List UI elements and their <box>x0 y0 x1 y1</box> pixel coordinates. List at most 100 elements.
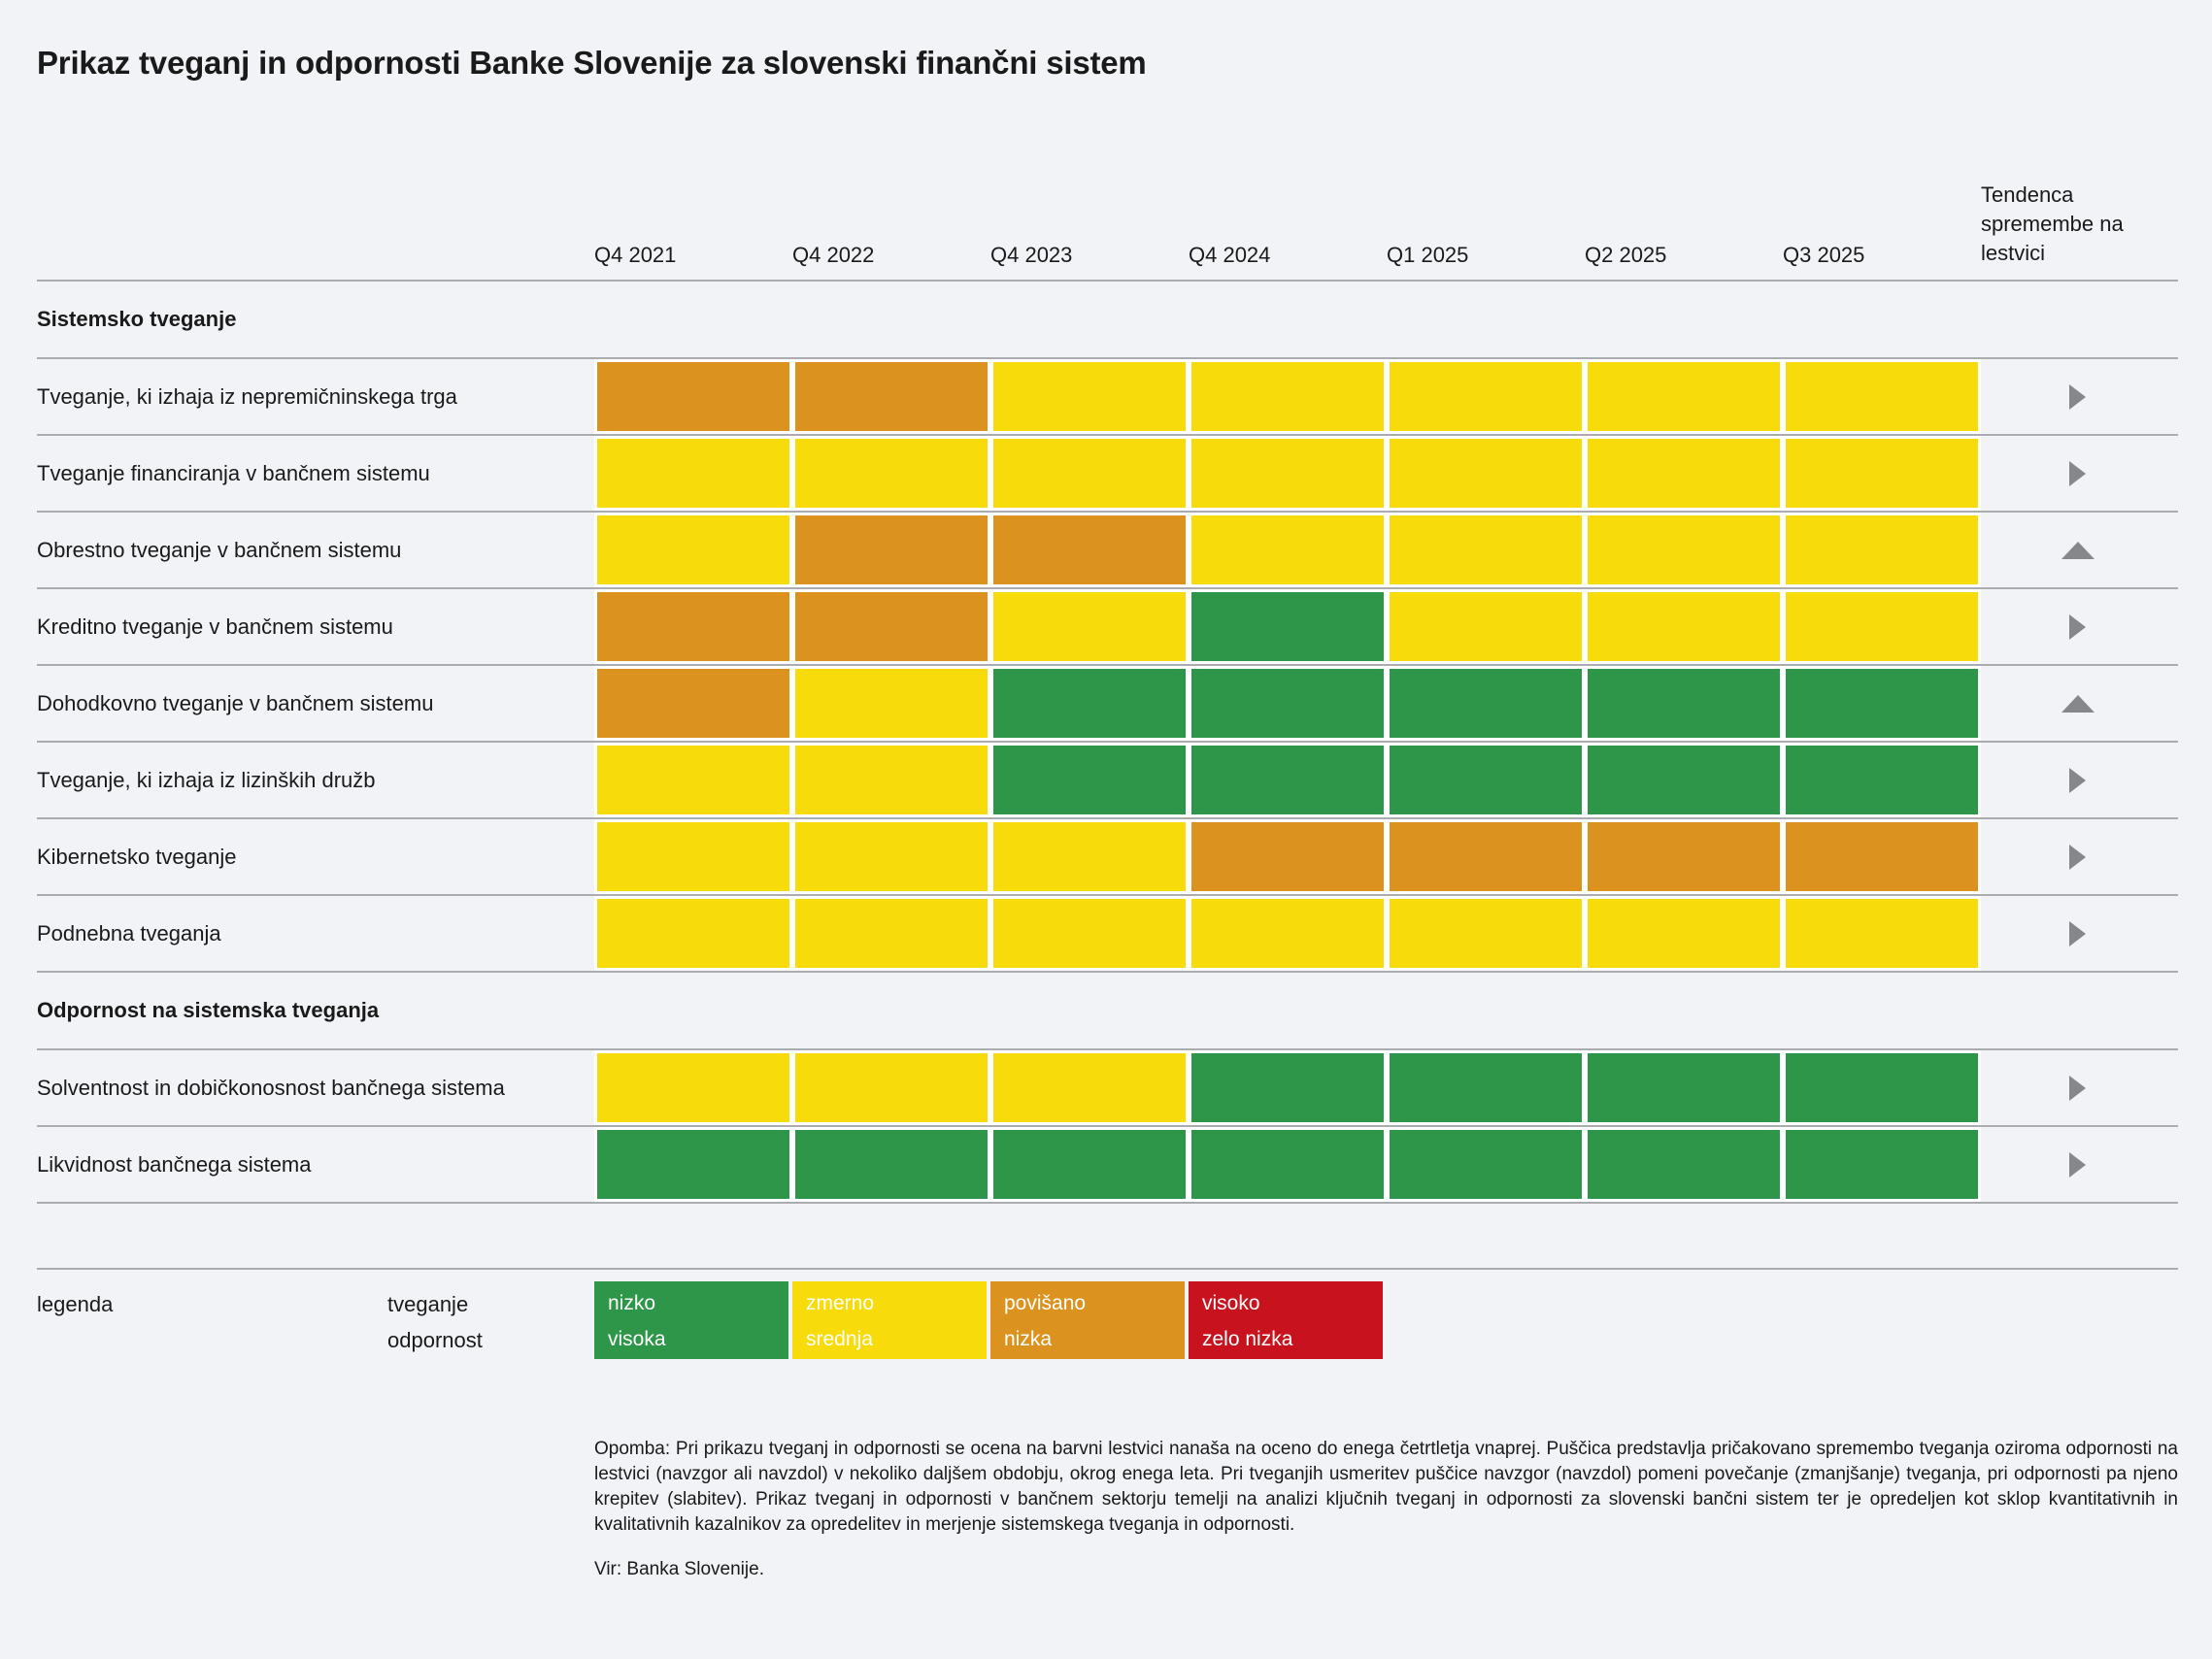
rating-cell-yellow <box>990 359 1189 434</box>
legend-item-risk-text: nizko <box>608 1292 656 1314</box>
rating-cell-yellow <box>1783 589 1981 664</box>
rating-cell-yellow <box>594 1050 792 1125</box>
column-header-q4-2021: Q4 2021 <box>594 243 677 267</box>
rating-cell-orange <box>792 589 990 664</box>
trend-cell <box>1981 1050 2174 1125</box>
rating-cell-orange <box>594 589 792 664</box>
trend-column-header: Tendenca spremembe na lestvici <box>1981 182 2124 265</box>
table-row: Kibernetsko tveganje <box>37 819 2178 896</box>
row-label: Dohodkovno tveganje v bančnem sistemu <box>37 690 434 715</box>
trend-cell <box>1981 743 2174 817</box>
rating-cell-green <box>1585 1050 1783 1125</box>
column-header-q4-2022: Q4 2022 <box>792 243 875 267</box>
rating-cell-green <box>1387 666 1585 741</box>
rating-cell-green <box>594 1127 792 1202</box>
row-label: Solventnost in dobičkonosnost bančnega s… <box>37 1075 505 1100</box>
rating-cell-green <box>990 1127 1189 1202</box>
rating-cell-green <box>1783 666 1981 741</box>
trend-right-arrow-icon <box>2069 1075 2086 1101</box>
row-label: Obrestno tveganje v bančnem sistemu <box>37 537 402 562</box>
rating-cell-green <box>1783 1050 1981 1125</box>
rating-cell-yellow <box>594 896 792 971</box>
table-row: Tveganje, ki izhaja iz lizinških družb <box>37 743 2178 819</box>
rating-cell-yellow <box>990 1050 1189 1125</box>
rating-cell-yellow <box>1585 589 1783 664</box>
rating-cell-orange <box>792 513 990 587</box>
rating-cell-yellow <box>594 743 792 817</box>
trend-cell <box>1981 436 2174 511</box>
rating-cell-yellow <box>990 819 1189 894</box>
rating-cell-yellow <box>594 436 792 511</box>
rating-cell-yellow <box>1189 436 1387 511</box>
rating-cell-yellow <box>1387 436 1585 511</box>
column-header-row: Q4 2021 Q4 2022 Q4 2023 Q4 2024 Q1 2025 … <box>37 82 2178 282</box>
rating-cell-yellow <box>792 666 990 741</box>
rating-cell-orange <box>792 359 990 434</box>
trend-right-arrow-icon <box>2069 1151 2086 1178</box>
rating-cell-yellow <box>1189 896 1387 971</box>
legend-axis-resilience-label: odpornost <box>387 1328 483 1352</box>
column-header-q2-2025: Q2 2025 <box>1585 243 1667 267</box>
rating-cell-yellow <box>1387 589 1585 664</box>
rating-cell-yellow <box>1783 896 1981 971</box>
table-row: Dohodkovno tveganje v bančnem sistemu <box>37 666 2178 743</box>
rating-cell-green <box>1585 743 1783 817</box>
rating-cell-yellow <box>990 589 1189 664</box>
rating-cell-yellow <box>1189 513 1387 587</box>
rating-cell-orange <box>1585 819 1783 894</box>
row-label: Podnebna tveganja <box>37 920 221 946</box>
rating-cell-orange <box>990 513 1189 587</box>
rating-cell-green <box>1387 743 1585 817</box>
rating-cell-green <box>1189 1050 1387 1125</box>
rating-cell-green <box>1783 1127 1981 1202</box>
legend-item-resilience-text: srednja <box>806 1328 873 1350</box>
trend-cell <box>1981 666 2174 741</box>
rating-cell-yellow <box>1783 436 1981 511</box>
section-heading: Odpornost na sistemska tveganja <box>37 998 380 1022</box>
trend-right-arrow-icon <box>2069 383 2086 410</box>
rating-cell-green <box>1585 666 1783 741</box>
rating-cell-green <box>1783 743 1981 817</box>
column-header-q3-2025: Q3 2025 <box>1783 243 1865 267</box>
legend-item-high-verylow: visoko zelo nizka <box>1189 1281 1383 1359</box>
legend-axis-label: tveganje odpornost <box>387 1281 594 1359</box>
legend-axis-risk-label: tveganje <box>387 1292 469 1316</box>
section-heading-row: Odpornost na sistemska tveganja <box>37 973 2178 1050</box>
trend-cell <box>1981 359 2174 434</box>
column-header-q4-2023: Q4 2023 <box>990 243 1073 267</box>
rating-cell-orange <box>594 359 792 434</box>
rating-cell-green <box>792 1127 990 1202</box>
page-title: Prikaz tveganj in odpornosti Banke Slove… <box>37 45 1147 81</box>
rating-cell-green <box>1387 1127 1585 1202</box>
rating-cell-yellow <box>1783 513 1981 587</box>
trend-cell <box>1981 1127 2174 1202</box>
rating-cell-yellow <box>1585 513 1783 587</box>
trend-cell <box>1981 819 2174 894</box>
section-heading: Sistemsko tveganje <box>37 307 237 331</box>
rating-cell-orange <box>1387 819 1585 894</box>
source-text: Vir: Banka Slovenije. <box>594 1559 764 1579</box>
rating-cell-yellow <box>1387 896 1585 971</box>
row-label: Likvidnost bančnega sistema <box>37 1151 312 1177</box>
rating-cell-green <box>1189 1127 1387 1202</box>
row-label: Kibernetsko tveganje <box>37 844 237 869</box>
trend-cell <box>1981 513 2174 587</box>
rating-cell-yellow <box>792 896 990 971</box>
rating-cell-green <box>1189 743 1387 817</box>
trend-right-arrow-icon <box>2069 844 2086 870</box>
risk-resilience-heatmap: Sistemsko tveganje Tveganje, ki izhaja iz… <box>37 282 2178 1204</box>
legend-title: legenda <box>37 1292 114 1316</box>
rating-cell-yellow <box>1783 359 1981 434</box>
section-heading-row: Sistemsko tveganje <box>37 282 2178 359</box>
column-header-q1-2025: Q1 2025 <box>1387 243 1469 267</box>
rating-cell-green <box>990 743 1189 817</box>
trend-right-arrow-icon <box>2069 614 2086 640</box>
footnote-block: Opomba: Pri prikazu tveganj in odpornost… <box>594 1359 2178 1580</box>
table-row: Tveganje financiranja v bančnem sistemu <box>37 436 2178 513</box>
rating-cell-yellow <box>1189 359 1387 434</box>
table-row: Solventnost in dobičkonosnost bančnega s… <box>37 1050 2178 1127</box>
table-row: Tveganje, ki izhaja iz nepremičninskega … <box>37 359 2178 436</box>
legend-item-low-high: nizko visoka <box>594 1281 788 1359</box>
rating-cell-yellow <box>1387 359 1585 434</box>
